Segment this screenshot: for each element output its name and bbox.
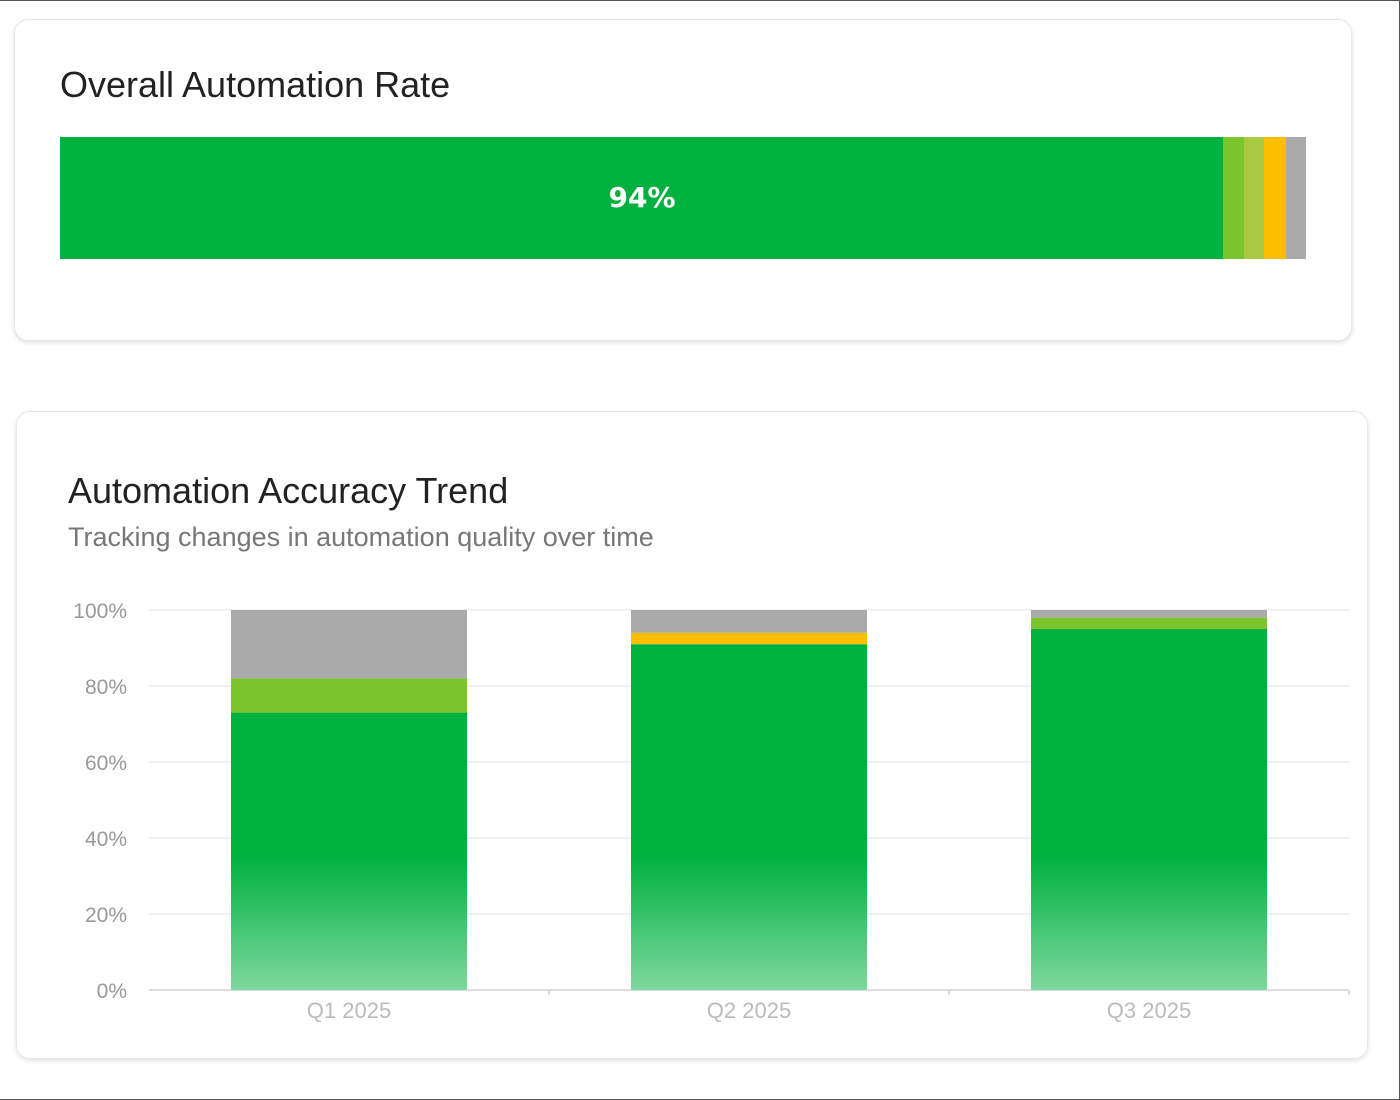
y-tick-label: 20% bbox=[85, 904, 127, 927]
accuracy-trend-card: Automation Accuracy Trend Tracking chang… bbox=[16, 411, 1368, 1059]
rate-segment-4 bbox=[1286, 137, 1306, 259]
bar-segment bbox=[231, 678, 467, 713]
bar-segment bbox=[631, 632, 867, 645]
x-tick-label: Q1 2025 bbox=[307, 998, 391, 1023]
chart-subtitle: Tracking changes in automation quality o… bbox=[68, 522, 654, 552]
rate-label: 94% bbox=[608, 181, 676, 214]
x-tick-label: Q2 2025 bbox=[707, 998, 791, 1023]
bar-segment bbox=[231, 610, 467, 679]
automation-rate-card: Overall Automation Rate 94% bbox=[14, 19, 1352, 341]
chart-title: Automation Accuracy Trend bbox=[68, 470, 509, 511]
y-tick-label: 100% bbox=[73, 600, 127, 623]
y-tick-label: 40% bbox=[85, 828, 127, 851]
rate-segment-1 bbox=[1222, 137, 1244, 259]
accuracy-chart: 0% 20% 40% 60% 80% 100% Q1 2025 Q2 2025 Q3 2025 bbox=[73, 600, 1350, 1023]
bar-segment bbox=[631, 610, 867, 633]
rate-segment-0 bbox=[60, 137, 1223, 259]
bar-fade bbox=[631, 857, 867, 990]
bar-segment bbox=[1031, 617, 1267, 629]
rate-segment-2 bbox=[1243, 137, 1264, 259]
y-tick-label: 80% bbox=[85, 676, 127, 699]
card-title: Overall Automation Rate bbox=[60, 64, 451, 105]
bar-fade bbox=[1031, 857, 1267, 990]
rate-segment-3 bbox=[1263, 137, 1287, 259]
bar-segment bbox=[1031, 610, 1267, 618]
y-tick-label: 0% bbox=[97, 980, 127, 1003]
bar-fade bbox=[231, 857, 467, 990]
automation-rate-bar bbox=[60, 137, 1306, 259]
y-tick-label: 60% bbox=[85, 752, 127, 775]
x-tick-label: Q3 2025 bbox=[1107, 998, 1191, 1023]
